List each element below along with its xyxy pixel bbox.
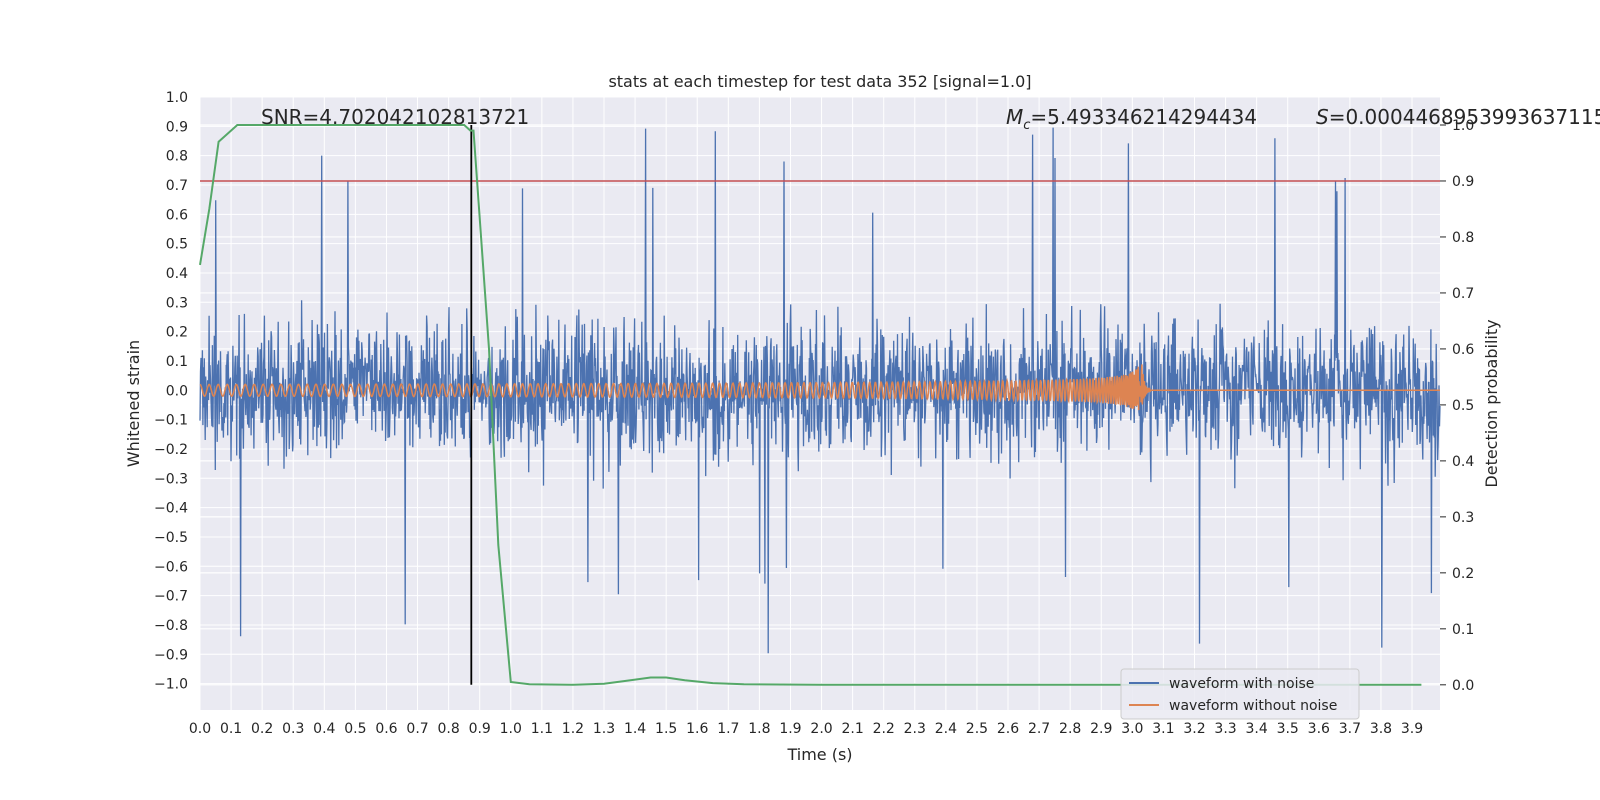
x-tick-label: 2.2 bbox=[873, 721, 895, 737]
mc-value: =5.493346214294434 bbox=[1030, 105, 1257, 129]
x-tick-label: 2.1 bbox=[841, 721, 863, 737]
s-symbol: S bbox=[1316, 105, 1329, 129]
clean-line bbox=[199, 364, 1440, 411]
left-tick-label: −0.5 bbox=[154, 530, 188, 546]
x-tick-label: 3.5 bbox=[1277, 721, 1299, 737]
x-tick-label: 1.6 bbox=[686, 721, 708, 737]
s-value: =0.0004468953993637115 bbox=[1329, 105, 1600, 129]
x-tick-label: 0.0 bbox=[189, 721, 211, 737]
x-tick-label: 2.6 bbox=[997, 721, 1019, 737]
left-tick-label: 0.7 bbox=[166, 178, 188, 194]
legend-label-clean: waveform without noise bbox=[1169, 698, 1337, 714]
x-tick-label: 2.8 bbox=[1059, 721, 1081, 737]
x-tick-label: 3.3 bbox=[1214, 721, 1236, 737]
x-axis-label: Time (s) bbox=[786, 745, 852, 764]
left-tick-label: 0.9 bbox=[166, 119, 188, 135]
right-tick-label: 0.1 bbox=[1452, 622, 1474, 638]
right-tick-label: 0.0 bbox=[1452, 678, 1474, 694]
x-tick-label: 3.0 bbox=[1121, 721, 1143, 737]
right-tick-label: 0.5 bbox=[1452, 398, 1474, 414]
left-tick-label: −0.9 bbox=[154, 647, 188, 663]
mc-annotation: Mc=5.493346214294434 bbox=[1006, 105, 1257, 133]
x-tick-label: 1.4 bbox=[624, 721, 646, 737]
right-tick-label: 0.8 bbox=[1452, 230, 1474, 246]
x-tick-label: 2.5 bbox=[966, 721, 988, 737]
x-tick-label: 1.0 bbox=[500, 721, 522, 737]
left-tick-label: −0.4 bbox=[154, 501, 188, 517]
left-tick-label: 0.8 bbox=[166, 149, 188, 165]
x-axis-ticks: 0.0 0.1 0.2 0.3 0.4 0.5 0.6 0.7 0.8 0.9 1.0 1.1 1.2 1… bbox=[189, 721, 1423, 737]
x-tick-label: 3.4 bbox=[1246, 721, 1268, 737]
left-tick-label: −0.6 bbox=[154, 559, 188, 575]
right-tick-label: 0.2 bbox=[1452, 566, 1474, 582]
left-tick-label: 0.5 bbox=[166, 237, 188, 253]
x-tick-label: 2.4 bbox=[935, 721, 957, 737]
left-tick-label: 0.3 bbox=[166, 295, 188, 311]
series-detection-probability bbox=[199, 124, 1440, 686]
x-tick-label: 1.7 bbox=[717, 721, 739, 737]
left-tick-label: −0.1 bbox=[154, 413, 188, 429]
right-tick-label: 0.7 bbox=[1452, 286, 1474, 302]
left-tick-label: −0.8 bbox=[154, 618, 188, 634]
x-tick-label: 0.8 bbox=[437, 721, 459, 737]
probability-line bbox=[199, 124, 1422, 686]
mc-symbol: M bbox=[1006, 105, 1023, 129]
snr-annotation: SNR=4.702042102813721 bbox=[261, 105, 529, 129]
left-axis-label: Whitened strain bbox=[124, 340, 143, 467]
x-tick-label: 1.2 bbox=[562, 721, 584, 737]
left-tick-label: 0.0 bbox=[166, 383, 188, 399]
right-axis-ticks: 1.0 0.9 0.8 0.7 0.6 0.5 0.4 0.3 0.2 0.1 0.0 bbox=[1440, 118, 1474, 694]
x-tick-label: 3.2 bbox=[1183, 721, 1205, 737]
x-tick-label: 0.7 bbox=[406, 721, 428, 737]
right-tick-label: 0.4 bbox=[1452, 454, 1474, 470]
x-tick-label: 3.1 bbox=[1152, 721, 1174, 737]
right-axis-label: Detection probability bbox=[1482, 319, 1501, 487]
left-tick-label: −0.3 bbox=[154, 471, 188, 487]
x-tick-label: 3.6 bbox=[1308, 721, 1330, 737]
x-tick-label: 3.7 bbox=[1339, 721, 1361, 737]
left-tick-label: 0.2 bbox=[166, 325, 188, 341]
series-waveform-without-noise bbox=[199, 364, 1440, 411]
legend-label-noise: waveform with noise bbox=[1169, 676, 1314, 692]
x-tick-label: 2.3 bbox=[904, 721, 926, 737]
chart-title: stats at each timestep for test data 352… bbox=[608, 72, 1031, 91]
s-annotation: S=0.0004468953993637115 bbox=[1316, 105, 1600, 129]
legend-box bbox=[1120, 668, 1360, 720]
right-tick-label: 0.9 bbox=[1452, 174, 1474, 190]
left-tick-label: 0.1 bbox=[166, 354, 188, 370]
left-tick-label: −0.7 bbox=[154, 589, 188, 605]
left-axis-ticks: 1.0 0.9 0.8 0.7 0.6 0.5 0.4 0.3 0.2 0.1 0.0 −0.1 −0.… bbox=[154, 90, 188, 693]
right-tick-label: 1.0 bbox=[1452, 118, 1474, 134]
left-tick-label: 0.4 bbox=[166, 266, 188, 282]
x-tick-label: 0.5 bbox=[344, 721, 366, 737]
x-tick-label: 0.9 bbox=[469, 721, 491, 737]
x-tick-label: 2.9 bbox=[1090, 721, 1112, 737]
x-tick-label: 3.8 bbox=[1370, 721, 1392, 737]
left-tick-label: −1.0 bbox=[154, 677, 188, 693]
x-tick-label: 1.1 bbox=[531, 721, 553, 737]
x-tick-label: 2.0 bbox=[810, 721, 832, 737]
x-tick-label: 1.9 bbox=[779, 721, 801, 737]
left-tick-label: −0.2 bbox=[154, 442, 188, 458]
x-tick-label: 1.3 bbox=[593, 721, 615, 737]
x-tick-label: 0.3 bbox=[282, 721, 304, 737]
x-tick-label: 0.6 bbox=[375, 721, 397, 737]
x-tick-label: 1.8 bbox=[748, 721, 770, 737]
right-tick-label: 0.3 bbox=[1452, 510, 1474, 526]
left-tick-label: 0.6 bbox=[166, 207, 188, 223]
x-tick-label: 0.1 bbox=[220, 721, 242, 737]
x-tick-label: 3.9 bbox=[1401, 721, 1423, 737]
legend: waveform with noise waveform without noi… bbox=[1120, 668, 1360, 720]
x-tick-label: 0.4 bbox=[313, 721, 335, 737]
x-tick-label: 2.7 bbox=[1028, 721, 1050, 737]
x-tick-label: 0.2 bbox=[251, 721, 273, 737]
mc-subscript: c bbox=[1023, 118, 1030, 133]
right-tick-label: 0.6 bbox=[1452, 342, 1474, 358]
x-tick-label: 1.5 bbox=[655, 721, 677, 737]
left-tick-label: 1.0 bbox=[166, 90, 188, 106]
